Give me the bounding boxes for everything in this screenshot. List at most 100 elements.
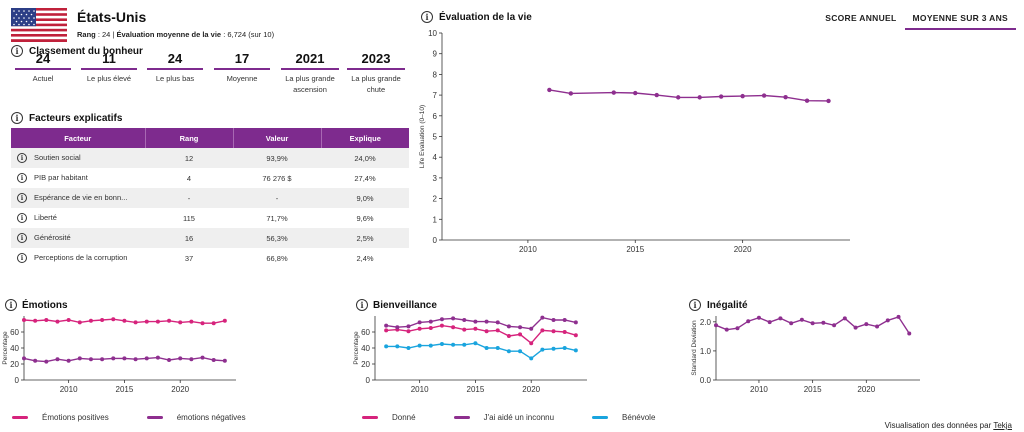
legend-item[interactable]: Bénévole	[588, 413, 655, 422]
x-tick-label: 2015	[804, 385, 822, 394]
data-point	[55, 357, 60, 362]
stat-highest: 11 Le plus élevé	[81, 51, 137, 84]
data-point	[740, 93, 745, 99]
x-tick-label: 2020	[857, 385, 875, 394]
data-point	[540, 328, 545, 333]
data-point	[573, 320, 578, 325]
data-point	[222, 358, 227, 363]
data-point	[155, 319, 160, 324]
col-header-value[interactable]: Valeur	[233, 128, 322, 148]
data-point	[506, 334, 511, 338]
series-line	[386, 324, 576, 345]
data-point	[428, 343, 433, 348]
col-header-explains[interactable]: Explique	[321, 128, 409, 148]
y-tick-label: 6	[433, 112, 438, 121]
data-point	[222, 318, 227, 323]
data-point	[767, 320, 772, 325]
data-point	[155, 355, 160, 360]
data-point	[66, 318, 71, 322]
table-row: i Perceptions de la corruption 37 66,8% 2,4%	[11, 248, 409, 268]
inequality-chart: 0.0 1.0 2.0 2010 2015 2020 Standard Deviation	[691, 314, 920, 394]
info-icon[interactable]: i	[356, 299, 368, 311]
info-icon[interactable]: i	[17, 173, 27, 183]
data-point	[832, 323, 837, 328]
emotions-title: Émotions	[22, 300, 68, 311]
y-tick-label: 60	[10, 328, 19, 337]
data-point	[211, 358, 216, 362]
info-icon[interactable]: i	[11, 45, 23, 57]
y-tick-label: 20	[361, 360, 370, 369]
y-tick-label: 10	[428, 29, 437, 38]
data-point	[211, 321, 216, 326]
data-point	[167, 318, 172, 323]
x-tick-label: 2020	[522, 385, 540, 394]
data-point	[417, 343, 422, 348]
data-point	[568, 91, 574, 96]
stat-biggest-fall: 2023 La plus grande chute	[347, 51, 405, 95]
y-tick-label: 0	[433, 236, 438, 245]
x-tick-label: 2015	[116, 385, 134, 394]
us-flag-icon	[11, 8, 67, 42]
data-point	[495, 346, 500, 350]
col-header-rank[interactable]: Rang	[145, 128, 234, 148]
legend-item[interactable]: J'ai aidé un inconnu	[450, 413, 554, 422]
info-icon[interactable]: i	[17, 233, 27, 243]
data-point	[724, 327, 729, 332]
series-line	[386, 342, 576, 360]
data-point	[864, 322, 869, 327]
info-icon[interactable]: i	[421, 11, 433, 23]
info-icon[interactable]: i	[17, 153, 27, 163]
data-point	[907, 331, 912, 336]
country-name: États-Unis	[77, 9, 147, 25]
legend-item[interactable]: émotions négatives	[143, 413, 246, 422]
data-point	[384, 344, 389, 349]
data-point	[518, 325, 523, 330]
info-icon[interactable]: i	[17, 213, 27, 223]
data-point	[77, 356, 82, 361]
kindness-chart: 0 20 40 60 2010 2015 2020 Percentage	[353, 315, 587, 394]
data-point	[200, 321, 205, 326]
stat-average: 17 Moyenne	[214, 51, 270, 84]
info-icon[interactable]: i	[17, 253, 27, 263]
data-point	[406, 324, 411, 329]
info-icon[interactable]: i	[689, 299, 701, 311]
y-tick-label: 40	[10, 344, 19, 353]
data-point	[417, 326, 422, 331]
data-point	[518, 332, 523, 337]
data-point	[896, 314, 901, 319]
info-icon[interactable]: i	[5, 299, 17, 311]
y-tick-label: 1	[433, 215, 438, 224]
data-point	[462, 342, 467, 347]
x-tick-label: 2020	[171, 385, 189, 394]
data-point	[395, 325, 400, 330]
tab-annual-score[interactable]: SCORE ANNUEL	[825, 13, 897, 23]
data-point	[384, 328, 389, 333]
legend-item[interactable]: Donné	[358, 413, 416, 422]
data-point	[100, 318, 105, 322]
data-point	[826, 98, 831, 104]
y-axis-label: Standard Deviation	[691, 320, 698, 376]
x-tick-label: 2010	[750, 385, 768, 394]
tab-3-year-average[interactable]: MOYENNE SUR 3 ANS	[904, 10, 1016, 30]
data-point	[66, 358, 71, 363]
col-header-factor[interactable]: Facteur	[11, 128, 146, 148]
x-tick-label: 2015	[467, 385, 485, 394]
info-icon[interactable]: i	[17, 193, 27, 203]
data-point	[33, 318, 38, 323]
factors-title: Facteurs explicatifs	[29, 113, 123, 124]
data-point	[495, 320, 500, 325]
info-icon[interactable]: i	[11, 112, 23, 124]
data-point	[451, 316, 456, 321]
tekja-link[interactable]: Tekja	[993, 421, 1012, 430]
x-tick-label: 2020	[734, 245, 752, 254]
series-line	[386, 316, 576, 330]
data-point	[178, 356, 183, 361]
y-tick-label: 2	[433, 195, 438, 204]
footer-credit: Visualisation des données par Tekja	[884, 421, 1012, 430]
data-point	[406, 329, 411, 334]
legend-item[interactable]: Émotions positives	[8, 413, 109, 422]
data-point	[654, 92, 659, 98]
y-tick-label: 40	[361, 344, 370, 353]
legend-swatch-blue	[592, 416, 609, 419]
data-point	[451, 325, 456, 330]
